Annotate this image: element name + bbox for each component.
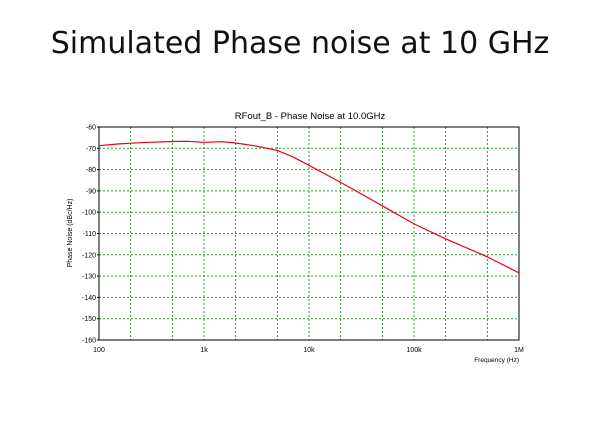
y-tick-label: -130 bbox=[82, 274, 96, 281]
y-tick-label: -150 bbox=[82, 316, 96, 323]
y-tick-labels: -60 -70 -80 -90 -100 -110 -120 -130 -140 -150 -160 bbox=[82, 125, 99, 345]
x-tick-label: 1k bbox=[200, 347, 208, 354]
x-tick-label: 10k bbox=[303, 347, 315, 354]
y-tick-label: -100 bbox=[82, 210, 96, 217]
grid-layer bbox=[99, 127, 519, 340]
y-tick-label: -140 bbox=[82, 295, 96, 302]
series-layer bbox=[98, 140, 520, 274]
y-tick-label: -120 bbox=[82, 252, 96, 259]
y-tick-label: -90 bbox=[86, 188, 96, 195]
y-tick-label: -110 bbox=[83, 231, 97, 238]
x-tick-label: 100 bbox=[93, 347, 105, 354]
y-tick-label: -70 bbox=[86, 146, 96, 153]
x-tick-labels: 100 1k 10k 100k 1M bbox=[93, 347, 524, 354]
y-tick-label: -160 bbox=[82, 338, 96, 345]
x-axis-label: Frequency (Hz) bbox=[474, 357, 519, 364]
series-line bbox=[98, 140, 520, 274]
y-tick-label: -80 bbox=[86, 167, 96, 174]
slide-title: Simulated Phase noise at 10 GHz bbox=[50, 26, 550, 61]
x-tick-label: 100k bbox=[406, 347, 422, 354]
x-tick-label: 1M bbox=[514, 347, 524, 354]
chart-title: RFout_B - Phase Noise at 10.0GHz bbox=[235, 111, 386, 122]
y-tick-label: -60 bbox=[86, 125, 96, 132]
y-axis-label: Phase Noise (dBc/Hz) bbox=[67, 199, 74, 268]
